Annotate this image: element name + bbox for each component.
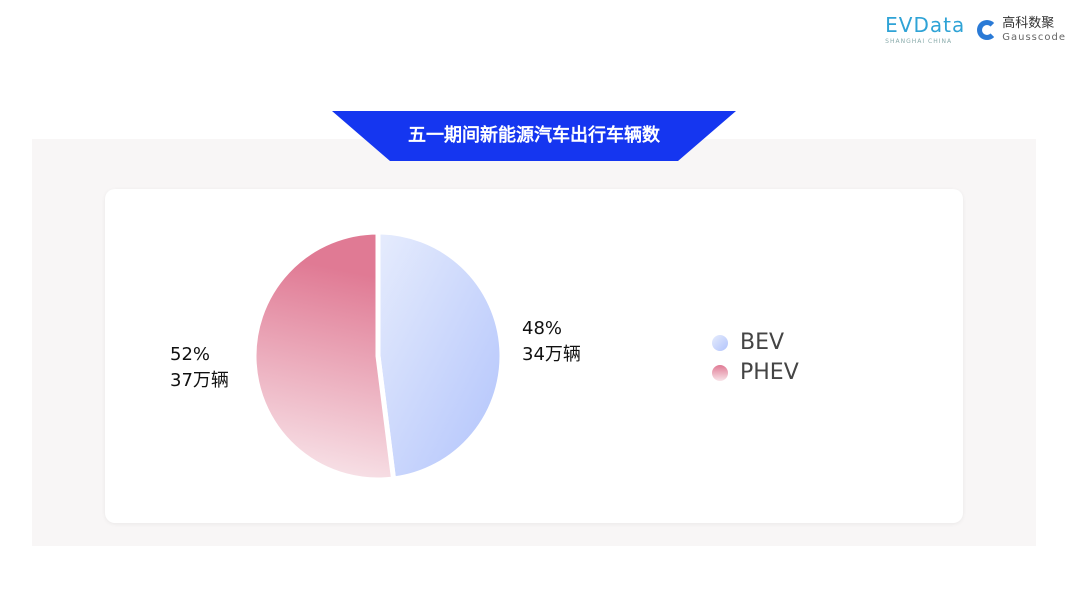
gausscode-logo-cn: 高科数聚	[1002, 15, 1055, 31]
title-banner: 五一期间新能源汽车出行车辆数	[332, 111, 736, 161]
evdata-logo: EVData SHANGHAI CHINA	[885, 14, 965, 45]
evdata-logo-subtext: SHANGHAI CHINA	[885, 38, 953, 45]
legend-label-bev: BEV	[740, 330, 785, 355]
gausscode-icon	[977, 19, 998, 40]
label-bev: 48% 34万辆	[522, 316, 581, 368]
bev-count: 34万辆	[522, 344, 581, 365]
legend-item-phev: PHEV	[712, 358, 799, 388]
gausscode-logo-en: Gausscode	[1002, 31, 1066, 43]
legend-label-phev: PHEV	[740, 360, 799, 385]
legend-item-bev: BEV	[712, 328, 799, 358]
legend: BEV PHEV	[712, 328, 799, 388]
chart-card	[105, 189, 963, 523]
legend-dot-icon	[712, 335, 728, 351]
chart-title: 五一期间新能源汽车出行车辆数	[408, 125, 660, 146]
legend-dot-icon	[712, 365, 728, 381]
phev-percent: 52%	[170, 344, 211, 365]
logos: EVData SHANGHAI CHINA 高科数聚 Gausscode	[885, 14, 1066, 45]
evdata-logo-text: EVData	[885, 13, 966, 37]
gausscode-logo: 高科数聚 Gausscode	[977, 16, 1066, 44]
pie-slice-bev	[375, 229, 505, 482]
pie-slice-phev	[251, 229, 397, 483]
phev-count: 37万辆	[170, 370, 229, 391]
bev-percent: 48%	[522, 318, 563, 339]
label-phev: 52% 37万辆	[170, 342, 229, 394]
